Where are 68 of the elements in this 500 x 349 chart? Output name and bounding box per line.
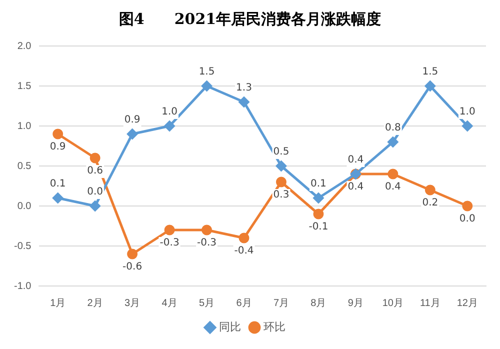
x-tick-label: 1月	[50, 298, 66, 309]
data-label: -0.6	[122, 262, 142, 273]
point	[388, 168, 398, 180]
data-label: 0.8	[384, 122, 401, 134]
point	[164, 224, 175, 236]
y-tick-label: 0.0	[17, 200, 32, 212]
data-label: 1.0	[162, 106, 178, 118]
point	[127, 128, 138, 140]
data-label: 0.4	[348, 182, 364, 193]
data-label: 0.2	[422, 198, 438, 209]
point	[202, 224, 212, 236]
data-label: 0.6	[87, 166, 104, 177]
x-tick-label: 12月	[456, 298, 478, 309]
x-tick-label: 10月	[382, 298, 404, 309]
data-label: 1.5	[198, 66, 215, 78]
x-tick-label: 4月	[162, 298, 178, 309]
x-tick-label: 9月	[348, 298, 364, 309]
data-label: 1.3	[236, 82, 252, 94]
y-tick-label: 0.5	[17, 160, 32, 172]
point	[313, 192, 324, 204]
x-tick-label: 7月	[273, 298, 290, 309]
x-tick-label: 11月	[420, 298, 440, 309]
point	[90, 152, 100, 164]
y-tick-label: 1.0	[17, 120, 32, 132]
data-label: 1.0	[459, 106, 476, 118]
point	[52, 192, 64, 204]
x-tick-label: 3月	[124, 298, 140, 309]
data-label: 0.1	[310, 178, 326, 190]
point	[276, 176, 286, 188]
chart-title: 图4 2021年居民消费各月涨跌幅度	[118, 9, 382, 30]
data-label: 0.5	[273, 146, 290, 158]
point	[127, 248, 138, 260]
data-label: 0.0	[87, 186, 104, 198]
data-label: 0.9	[50, 142, 66, 153]
x-tick-label: 5月	[198, 298, 215, 309]
y-tick-label: 1.5	[17, 80, 32, 92]
point	[388, 136, 398, 148]
y-tick-label: -1.0	[14, 280, 32, 292]
legend-label: 同比	[219, 320, 241, 334]
data-label: 0.3	[273, 190, 290, 201]
point	[164, 120, 175, 132]
data-label: 0.0	[459, 214, 476, 225]
y-tick-label: -0.5	[14, 240, 32, 252]
point	[424, 184, 436, 196]
point	[424, 80, 436, 92]
x-tick-label: 2月	[87, 298, 103, 309]
point	[462, 200, 473, 212]
x-tick-label: 6月	[236, 298, 252, 309]
x-tick-label: 8月	[310, 298, 326, 309]
y-tick-label: 2.0	[17, 40, 32, 52]
point	[238, 96, 250, 108]
point	[52, 128, 64, 140]
point	[90, 200, 100, 212]
data-label: -0.3	[197, 238, 217, 249]
data-label: 0.9	[124, 114, 140, 126]
data-label: 0.4	[384, 182, 401, 193]
data-label: -0.4	[234, 246, 254, 257]
point	[462, 120, 473, 132]
data-label: -0.3	[160, 238, 180, 249]
data-label: -0.1	[308, 222, 328, 233]
data-label: 0.1	[50, 178, 66, 190]
point	[276, 160, 286, 172]
point	[313, 208, 324, 220]
point	[238, 232, 250, 244]
data-label: 0.4	[348, 154, 364, 166]
data-label: 1.5	[422, 66, 438, 78]
point	[202, 80, 212, 92]
legend-label: 环比	[264, 320, 286, 334]
